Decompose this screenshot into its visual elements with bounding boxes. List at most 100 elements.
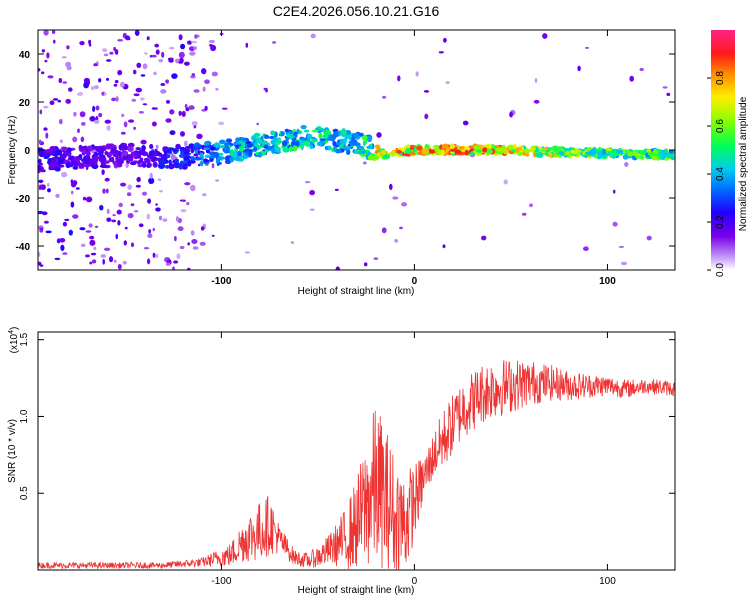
spectrogram-signal-mark xyxy=(204,141,210,146)
spectrogram-noise-mark xyxy=(98,113,103,118)
spectrogram-signal-mark xyxy=(353,149,358,154)
spectrogram-noise-mark xyxy=(124,226,128,230)
spectrogram-noise-mark xyxy=(93,119,100,124)
spectrogram-noise-mark xyxy=(175,216,179,222)
spectrogram-signal-mark xyxy=(288,130,293,135)
spectrogram-noise-mark xyxy=(128,119,135,123)
spectrogram-noise-mark xyxy=(116,209,122,215)
spectrogram-noise-mark xyxy=(147,233,153,239)
spectrogram-signal-mark xyxy=(275,140,283,144)
spectrogram-signal-mark xyxy=(94,156,101,160)
spectrogram-signal-mark xyxy=(362,140,366,147)
spectrogram-noise-mark xyxy=(169,130,176,136)
spectrogram-noise-mark xyxy=(624,162,629,167)
spectrogram-noise-mark xyxy=(40,184,46,191)
spectrogram-noise-mark xyxy=(43,105,49,109)
spectrogram-ytick-label: -40 xyxy=(16,242,31,253)
spectrogram-signal-mark xyxy=(271,148,276,154)
spectrogram-noise-mark xyxy=(146,213,150,220)
spectrogram-noise-mark xyxy=(184,182,191,186)
spectrogram-noise-mark xyxy=(43,220,49,224)
spectrogram-ytick-label: -20 xyxy=(16,194,31,205)
spectrogram-noise-mark xyxy=(148,229,152,234)
spectrogram-xtick-label: 0 xyxy=(412,276,418,287)
spectrogram-signal-mark xyxy=(437,149,443,156)
spectrogram-noise-mark xyxy=(120,131,126,135)
spectrogram-signal-mark xyxy=(560,150,564,156)
spectrogram-noise-mark xyxy=(121,113,125,118)
spectrogram-noise-mark xyxy=(100,254,107,258)
spectrogram-noise-mark xyxy=(54,257,61,261)
spectrogram-noise-mark xyxy=(89,261,93,265)
colorbar-label: Normalized spectral amplitude xyxy=(738,96,749,231)
spectrogram-signal-mark xyxy=(38,162,43,166)
spectrogram-noise-mark xyxy=(104,119,112,124)
spectrogram-noise-mark xyxy=(120,81,125,88)
spectrogram-signal-mark xyxy=(303,141,310,145)
spectrogram-signal-mark xyxy=(346,146,352,150)
snr-xtick-label: -100 xyxy=(211,576,231,587)
spectrogram-signal-mark xyxy=(311,129,319,133)
spectrogram-noise-mark xyxy=(142,103,148,106)
spectrogram-noise-mark xyxy=(334,188,339,191)
spectrogram-signal-mark xyxy=(173,161,181,169)
spectrogram-signal-mark xyxy=(651,155,659,161)
spectrogram-signal-mark xyxy=(141,162,147,168)
spectrogram-noise-mark xyxy=(180,131,185,137)
spectrogram-noise-mark xyxy=(47,182,50,187)
spectrogram-signal-mark xyxy=(454,149,462,155)
spectrogram-noise-mark xyxy=(38,251,41,257)
spectrogram-noise-mark xyxy=(639,68,644,71)
spectrogram-noise-mark xyxy=(101,169,105,176)
spectrogram-signal-mark xyxy=(122,148,126,155)
spectrogram-signal-mark xyxy=(179,160,184,167)
spectrogram-noise-mark xyxy=(62,221,67,227)
spectrogram-signal-mark xyxy=(507,144,514,150)
spectrogram-signal-mark xyxy=(583,154,589,158)
spectrogram-marks xyxy=(38,30,675,270)
spectrogram-signal-mark xyxy=(285,137,289,141)
snr-xtick-label: 100 xyxy=(599,576,616,587)
spectrogram-ylabel: Frequency (Hz) xyxy=(7,116,18,185)
spectrogram-noise-mark xyxy=(109,51,114,55)
spectrogram-noise-mark xyxy=(481,235,487,241)
spectrogram-signal-mark xyxy=(219,139,226,144)
spectrogram-noise-mark xyxy=(201,68,207,75)
spectrogram-signal-mark xyxy=(405,148,411,154)
spectrogram-signal-mark xyxy=(668,149,674,154)
spectrogram-noise-mark xyxy=(43,30,49,36)
spectrogram-signal-mark xyxy=(495,147,503,152)
snr-ylabel: SNR (10 * v/v) xyxy=(7,419,18,483)
spectrogram-noise-mark xyxy=(245,42,249,48)
spectrogram-signal-mark xyxy=(166,147,175,151)
spectrogram-signal-mark xyxy=(416,145,423,151)
spectrogram-noise-mark xyxy=(72,180,78,186)
spectrogram-signal-mark xyxy=(159,160,166,165)
spectrogram-signal-mark xyxy=(184,155,192,159)
spectrogram-signal-mark xyxy=(380,149,387,156)
spectrogram-noise-mark xyxy=(140,139,147,145)
colorbar-gradient xyxy=(711,30,735,270)
spectrogram-noise-mark xyxy=(80,243,86,247)
spectrogram-noise-mark xyxy=(200,226,205,231)
spectrogram-noise-mark xyxy=(93,246,97,251)
spectrogram-noise-mark xyxy=(335,266,340,270)
spectrogram-signal-mark xyxy=(194,157,202,161)
spectrogram-noise-mark xyxy=(134,210,139,213)
snr-axes: -100 0 100 1.5 1.0 0.5 xyxy=(19,332,675,587)
spectrogram-signal-mark xyxy=(93,159,98,166)
spectrogram-noise-mark xyxy=(155,144,159,149)
spectrogram-noise-mark xyxy=(98,78,102,83)
spectrogram-signal-mark xyxy=(585,151,593,155)
spectrogram-noise-mark xyxy=(438,51,444,54)
spectrogram-signal-mark xyxy=(127,154,133,159)
spectrogram-signal-mark xyxy=(224,159,232,164)
spectrogram-noise-mark xyxy=(104,247,111,251)
spectrogram-signal-mark xyxy=(428,149,436,154)
spectrogram-noise-mark xyxy=(64,218,70,222)
spectrogram-signal-mark xyxy=(158,152,163,157)
spectrogram-signal-mark xyxy=(627,151,634,157)
spectrogram-noise-mark xyxy=(180,209,187,213)
figure-title: C2E4.2026.056.10.21.G16 xyxy=(273,3,440,19)
spectrogram-signal-mark xyxy=(172,149,178,152)
